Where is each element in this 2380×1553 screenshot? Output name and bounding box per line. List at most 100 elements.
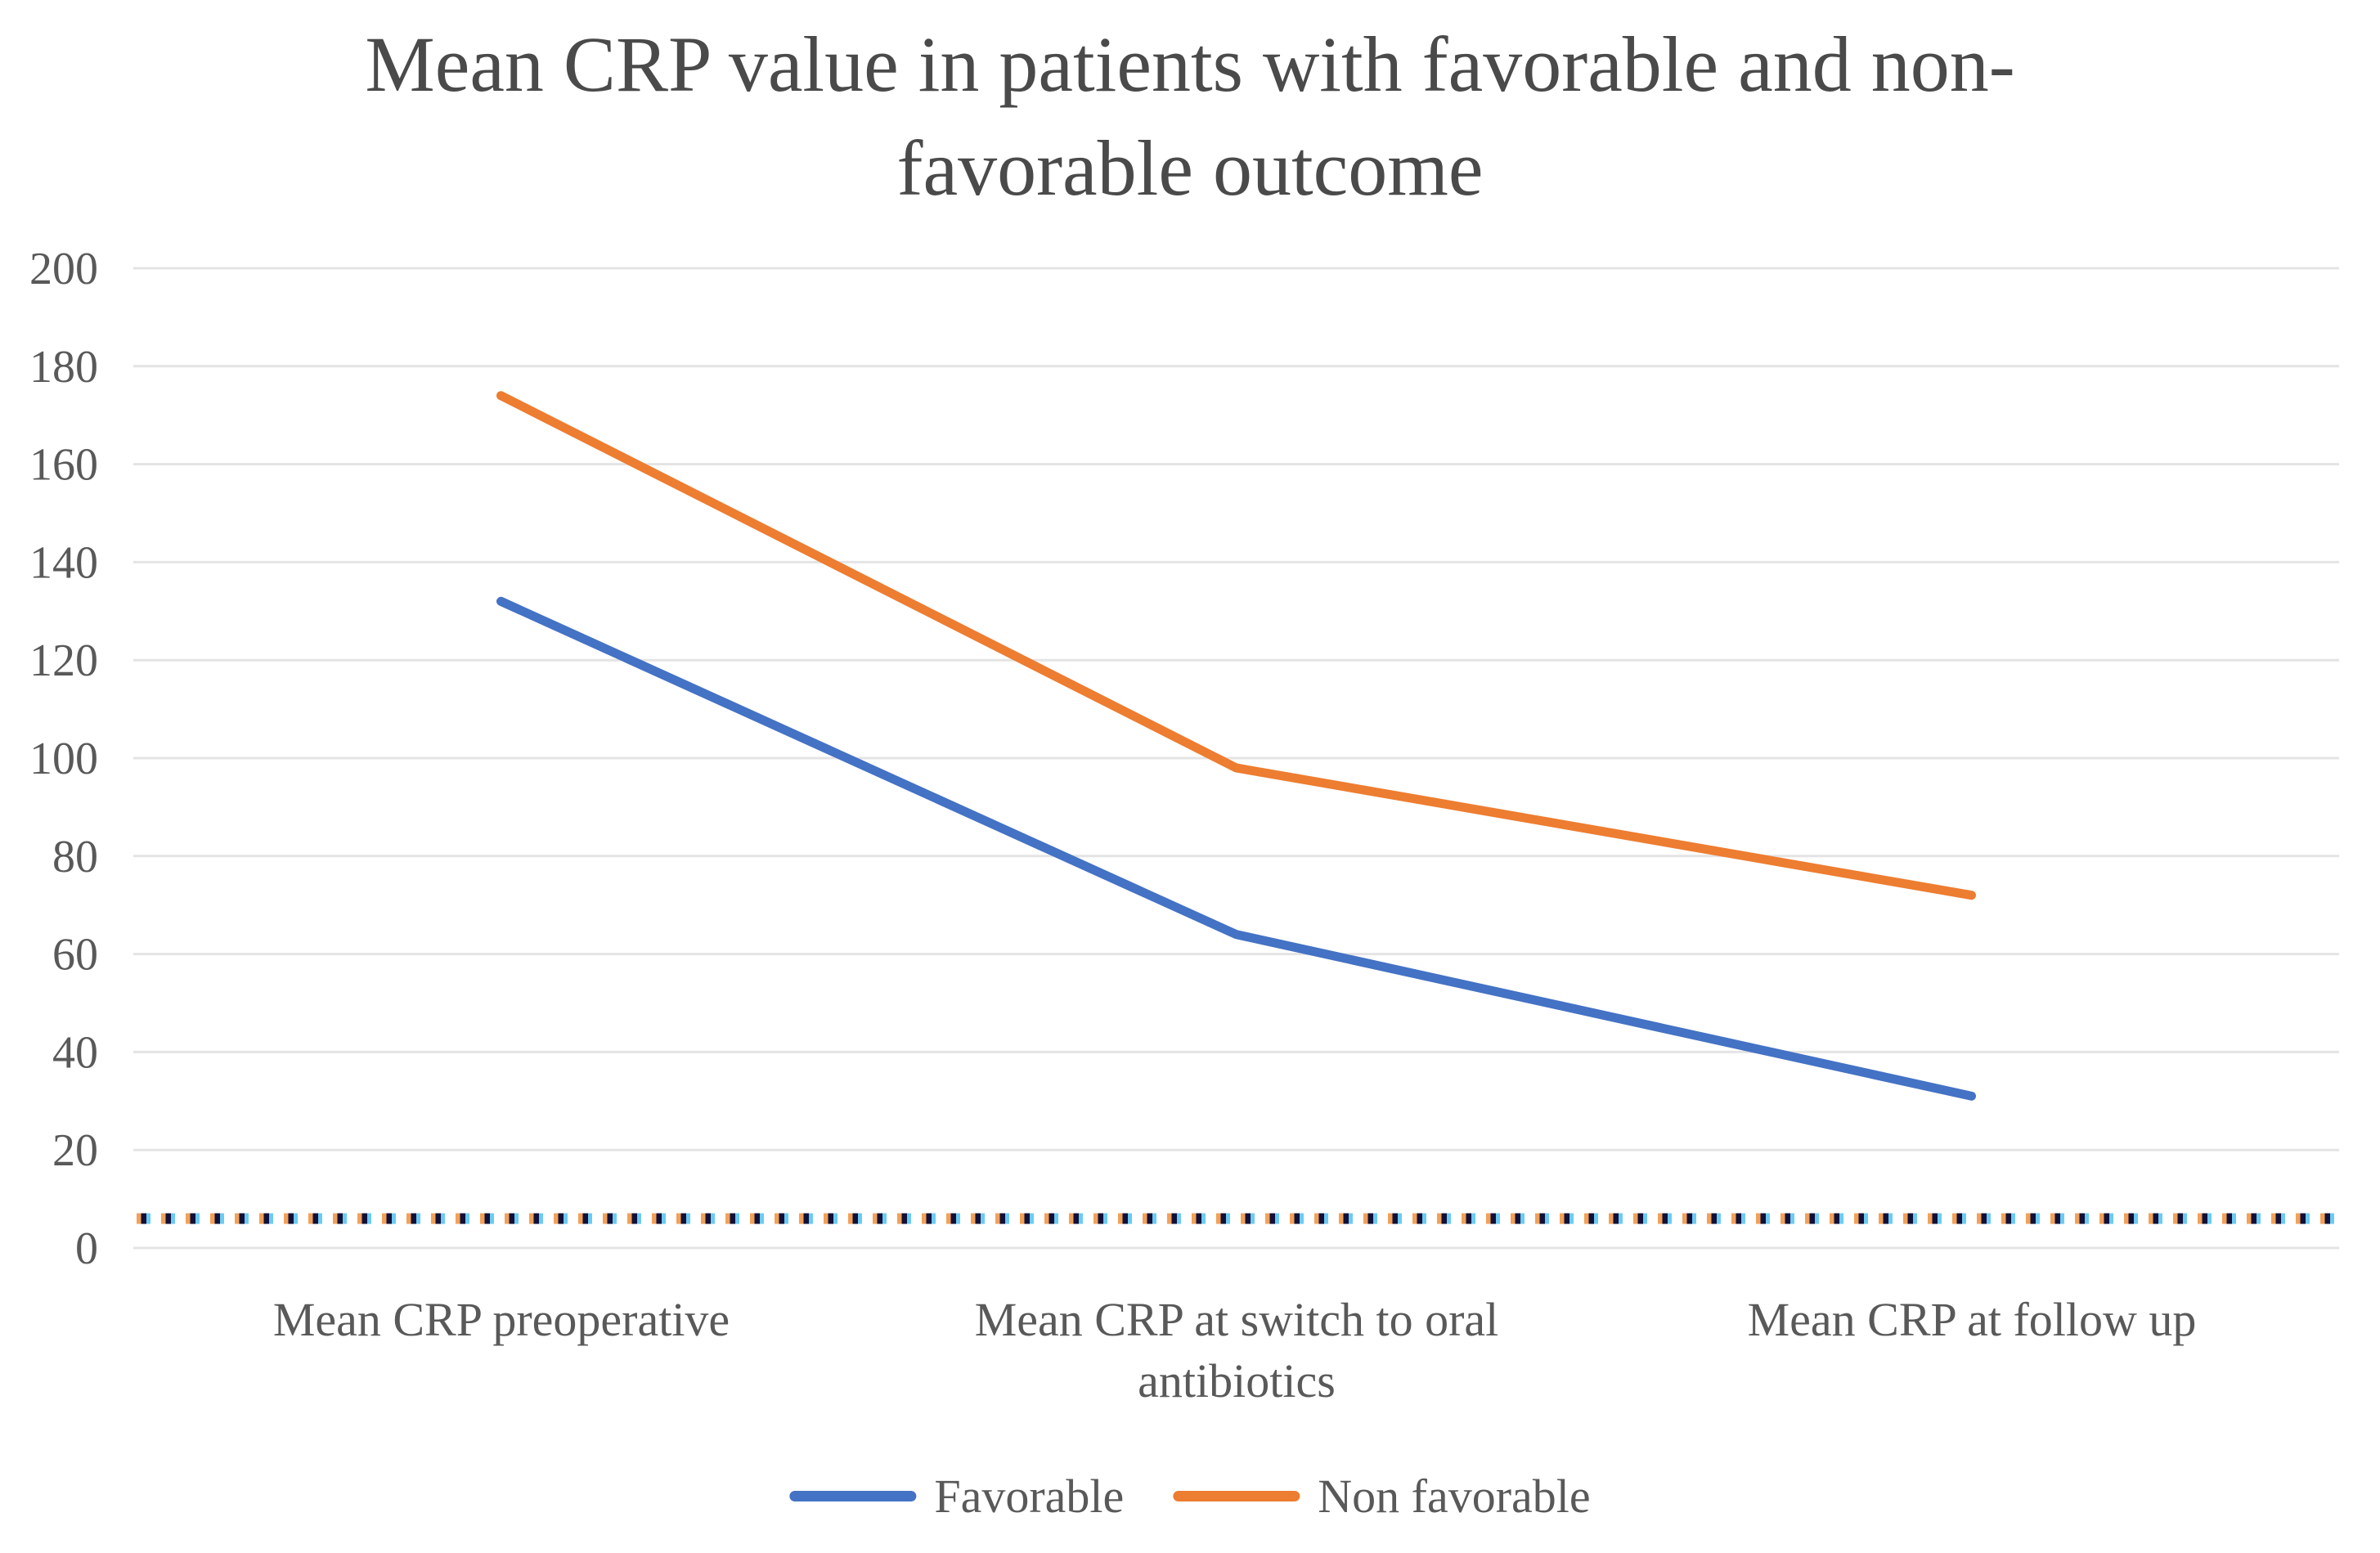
reference-dash-blue bbox=[1888, 1213, 1893, 1224]
y-tick-label-40: 40 bbox=[52, 1027, 98, 1078]
reference-dash-navy bbox=[1613, 1213, 1619, 1224]
reference-dash-blue bbox=[1815, 1213, 1819, 1224]
reference-dash-blue bbox=[564, 1213, 568, 1224]
reference-dash-blue bbox=[2281, 1213, 2285, 1224]
reference-dash-blue bbox=[613, 1213, 617, 1224]
reference-dash-navy bbox=[386, 1213, 392, 1224]
reference-dash-navy bbox=[263, 1213, 269, 1224]
reference-dash-blue bbox=[2232, 1213, 2236, 1224]
reference-dash-blue bbox=[392, 1213, 396, 1224]
reference-dash-navy bbox=[1834, 1213, 1839, 1224]
reference-dash-orange bbox=[505, 1213, 510, 1224]
reference-dash-navy bbox=[1760, 1213, 1766, 1224]
reference-dash-blue bbox=[1128, 1213, 1132, 1224]
reference-dash-orange bbox=[1216, 1213, 1221, 1224]
series-line-non-favorable bbox=[496, 391, 1976, 900]
reference-dash-navy bbox=[411, 1213, 416, 1224]
reference-dash-blue bbox=[2036, 1213, 2040, 1224]
reference-dash-orange bbox=[750, 1213, 755, 1224]
reference-dash-blue bbox=[2085, 1213, 2089, 1224]
reference-dash-navy bbox=[1171, 1213, 1177, 1224]
reference-dash-orange bbox=[995, 1213, 1000, 1224]
reference-dash-orange bbox=[1903, 1213, 1908, 1224]
reference-dash-orange bbox=[137, 1213, 141, 1224]
reference-dash-blue bbox=[662, 1213, 666, 1224]
y-tick-label-80: 80 bbox=[52, 832, 98, 882]
reference-dash-navy bbox=[460, 1213, 465, 1224]
reference-dash-blue bbox=[2183, 1213, 2187, 1224]
reference-dash-orange bbox=[2320, 1213, 2325, 1224]
reference-dash-navy bbox=[190, 1213, 195, 1224]
reference-dash-blue bbox=[1349, 1213, 1353, 1224]
y-tick-label-120: 120 bbox=[29, 635, 98, 686]
reference-dash-orange bbox=[2198, 1213, 2203, 1224]
reference-dash-navy bbox=[1858, 1213, 1864, 1224]
reference-dash-blue bbox=[269, 1213, 273, 1224]
reference-dash-orange bbox=[1977, 1213, 1982, 1224]
reference-dash-orange bbox=[2099, 1213, 2104, 1224]
reference-dash-blue bbox=[2011, 1213, 2015, 1224]
reference-dash-blue bbox=[1987, 1213, 1991, 1224]
reference-dash-blue bbox=[711, 1213, 715, 1224]
reference-dash-blue bbox=[514, 1213, 519, 1224]
reference-dash-orange bbox=[676, 1213, 681, 1224]
reference-dash-navy bbox=[582, 1213, 588, 1224]
reference-dash-navy bbox=[1686, 1213, 1692, 1224]
reference-dash-navy bbox=[214, 1213, 220, 1224]
reference-dash-blue bbox=[932, 1213, 936, 1224]
reference-dash-navy bbox=[435, 1213, 441, 1224]
reference-dash-blue bbox=[1079, 1213, 1083, 1224]
reference-dash-orange bbox=[2271, 1213, 2276, 1224]
legend-item-favorable: Favorable bbox=[789, 1469, 1124, 1524]
reference-dash-navy bbox=[852, 1213, 858, 1224]
reference-dash-orange bbox=[480, 1213, 485, 1224]
reference-dash-blue bbox=[907, 1213, 911, 1224]
reference-dash-blue bbox=[1324, 1213, 1328, 1224]
reference-dash-navy bbox=[2054, 1213, 2060, 1224]
reference-dash-blue bbox=[1005, 1213, 1009, 1224]
reference-dash-orange bbox=[2050, 1213, 2055, 1224]
reference-dash-navy bbox=[1809, 1213, 1815, 1224]
reference-dash-orange bbox=[2124, 1213, 2129, 1224]
reference-dash-blue bbox=[1913, 1213, 1917, 1224]
reference-dash-orange bbox=[1462, 1213, 1466, 1224]
reference-dash-navy bbox=[1956, 1213, 1962, 1224]
reference-dash-blue bbox=[1692, 1213, 1696, 1224]
reference-dash-navy bbox=[1245, 1213, 1251, 1224]
legend-label-non-favorable: Non favorable bbox=[1318, 1470, 1591, 1523]
reference-dash-blue bbox=[539, 1213, 543, 1224]
reference-dash-orange bbox=[431, 1213, 436, 1224]
reference-dash-orange bbox=[1682, 1213, 1687, 1224]
reference-dash-orange bbox=[259, 1213, 264, 1224]
reference-dash-orange bbox=[161, 1213, 166, 1224]
reference-dash-orange bbox=[1952, 1213, 1957, 1224]
reference-dash-blue bbox=[1962, 1213, 1966, 1224]
reference-dash-blue bbox=[416, 1213, 420, 1224]
reference-dash-orange bbox=[456, 1213, 460, 1224]
reference-dash-orange bbox=[2296, 1213, 2301, 1224]
reference-dash-blue bbox=[2207, 1213, 2212, 1224]
reference-dash-blue bbox=[1790, 1213, 1794, 1224]
reference-dash-orange bbox=[1928, 1213, 1933, 1224]
reference-dash-blue bbox=[490, 1213, 494, 1224]
x-axis-label-preoperative: Mean CRP preoperative bbox=[272, 1293, 730, 1346]
reference-dash-navy bbox=[509, 1213, 514, 1224]
reference-dash-orange bbox=[1437, 1213, 1442, 1224]
reference-dash-orange bbox=[578, 1213, 583, 1224]
reference-dash-navy bbox=[607, 1213, 613, 1224]
reference-dash-navy bbox=[484, 1213, 490, 1224]
reference-dash-blue bbox=[2060, 1213, 2064, 1224]
reference-dash-blue bbox=[2306, 1213, 2310, 1224]
reference-dash-navy bbox=[2153, 1213, 2158, 1224]
reference-dash-navy bbox=[1269, 1213, 1275, 1224]
reference-dash-navy bbox=[1367, 1213, 1373, 1224]
reference-dash-navy bbox=[705, 1213, 711, 1224]
reference-dash-blue bbox=[1300, 1213, 1304, 1224]
reference-dash-navy bbox=[2300, 1213, 2306, 1224]
reference-dash-orange bbox=[2222, 1213, 2227, 1224]
reference-dash-blue bbox=[809, 1213, 813, 1224]
reference-dash-navy bbox=[2030, 1213, 2036, 1224]
reference-dash-navy bbox=[558, 1213, 564, 1224]
reference-dash-navy bbox=[533, 1213, 539, 1224]
reference-dash-orange bbox=[1290, 1213, 1295, 1224]
